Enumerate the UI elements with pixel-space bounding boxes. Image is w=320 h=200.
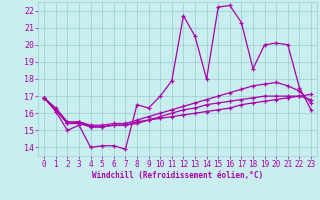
X-axis label: Windchill (Refroidissement éolien,°C): Windchill (Refroidissement éolien,°C) [92, 171, 263, 180]
